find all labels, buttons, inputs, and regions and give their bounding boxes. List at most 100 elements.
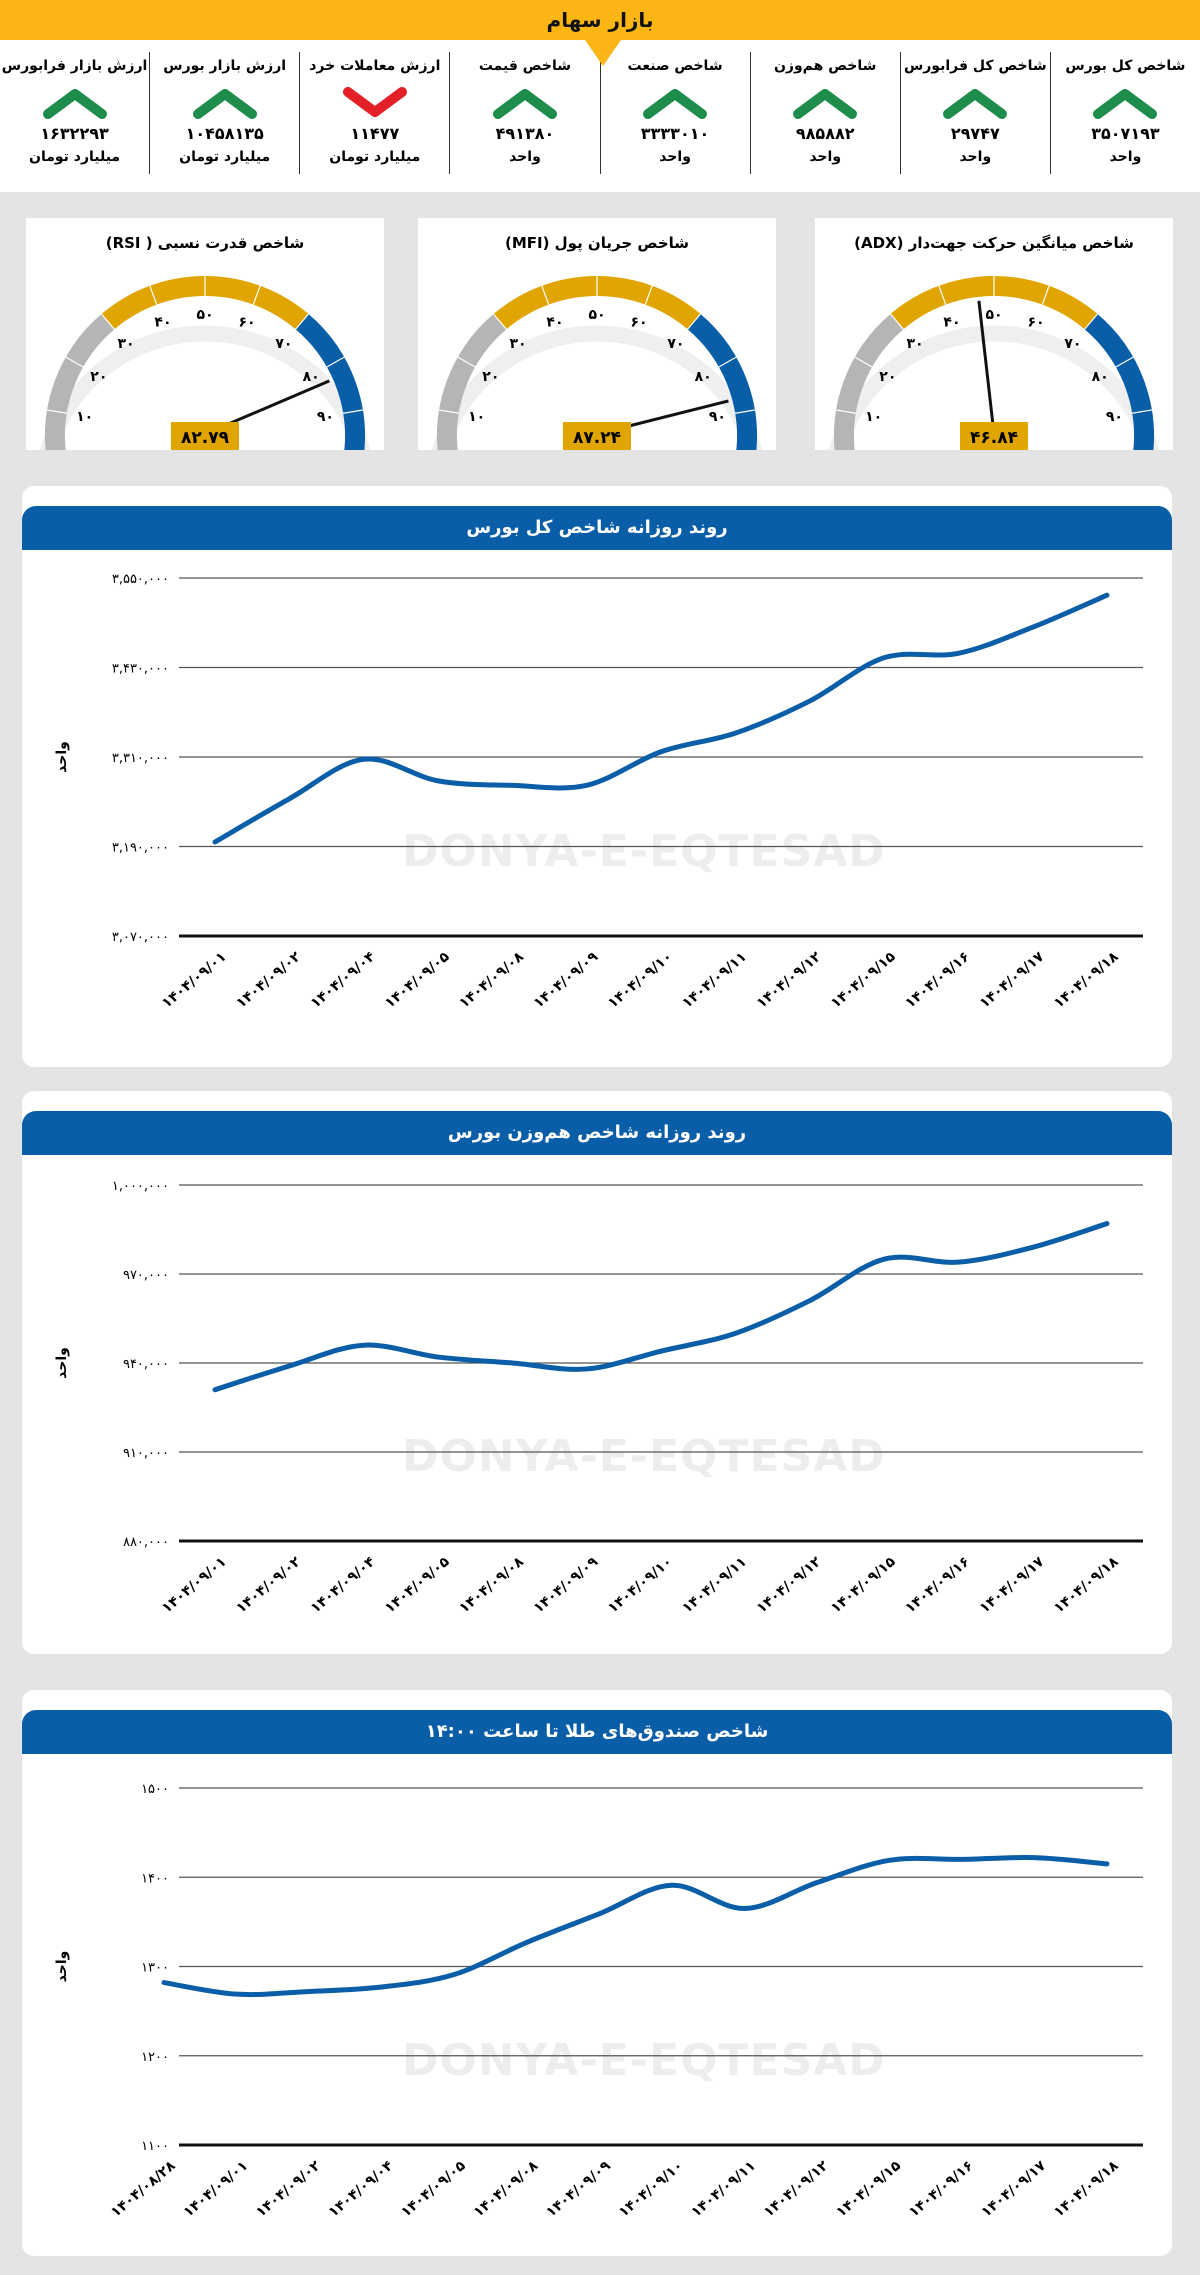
series-line <box>212 592 1110 845</box>
indicator-label: ارزش بازار فرابورس <box>1 58 148 74</box>
x-tick-label: ۱۴۰۴/۰۹/۰۱ <box>159 949 229 1012</box>
trend-up-icon <box>943 89 1008 119</box>
indicator-unit: میلیارد تومان <box>179 149 271 165</box>
gauge-panel: شاخص جریان پول (MFI)۰۱۰۲۰۳۰۴۰۵۰۶۰۷۰۸۰۹۰۱… <box>418 218 776 450</box>
indicator-unit: واحد <box>659 149 691 165</box>
x-tick-label: ۱۴۰۴/۰۹/۱۰ <box>616 2158 686 2221</box>
gauge-tick-label: ۲۰ <box>482 369 499 385</box>
gauge-outer-ring <box>431 325 763 450</box>
gauge-tick-label: ۶۰ <box>238 314 255 330</box>
x-tick-label: ۱۴۰۴/۰۹/۱۶ <box>906 2158 976 2221</box>
x-tick-label: ۱۴۰۴/۰۹/۱۸ <box>1051 1554 1122 1617</box>
line-chart: ۸۸۰,۰۰۰ ۹۱۰,۰۰۰ ۹۴۰,۰۰۰ ۹۷۰,۰۰۰ ۱,۰۰۰,۰۰۰ واح… <box>54 1179 1143 1617</box>
x-tick-label: ۱۴۰۴/۰۹/۱۵ <box>828 949 899 1012</box>
x-tick-label: ۱۴۰۴/۰۹/۱۸ <box>1051 949 1122 1012</box>
gauge-tick-label: ۸۰ <box>1092 369 1109 385</box>
x-tick-label: ۱۴۰۴/۰۹/۱۵ <box>833 2158 904 2221</box>
y-tick-label: ۸۸۰,۰۰۰ <box>123 1535 169 1550</box>
gauge-tick-label: ۳۰ <box>118 336 135 352</box>
gauge-tick-label: ۹۰ <box>317 409 334 425</box>
x-tick-label: ۱۴۰۴/۰۹/۱۰ <box>605 1554 675 1617</box>
gauge-tick-label: ۹۰ <box>709 409 726 425</box>
indicator-value: ۱۰۴۵۸۱۳۵ <box>185 124 264 143</box>
indicator-unit: واحد <box>509 149 541 165</box>
y-tick-label: ۳,۱۹۰,۰۰۰ <box>112 841 169 856</box>
indicator-label: شاخص کل فرابورس <box>903 58 1047 74</box>
gauge-tick-label: ۷۰ <box>1064 336 1081 352</box>
y-tick-label: ۱۳۰۰ <box>141 1961 169 1976</box>
gauge-title: شاخص میانگین حرکت جهت‌دار (ADX) <box>854 234 1134 252</box>
x-tick-label: ۱۴۰۴/۰۹/۱۷ <box>977 1554 1048 1617</box>
trend-up-icon <box>643 89 708 119</box>
gauge: ۰۱۰۲۰۳۰۴۰۵۰۶۰۷۰۸۰۹۰۱۰۰۸۷.۲۴ <box>431 276 763 450</box>
y-tick-label: ۳,۳۱۰,۰۰۰ <box>112 751 169 766</box>
gauge-tick-label: ۶۰ <box>1027 314 1044 330</box>
indicator-value: ۳۳۳۳۰۱۰ <box>640 124 710 143</box>
gauge-value: ۸۲.۷۹ <box>181 428 230 448</box>
trend-up-icon <box>793 89 858 119</box>
gauge-tick-label: ۸۰ <box>695 369 712 385</box>
x-tick-label: ۱۴۰۴/۰۹/۰۸ <box>471 2158 542 2221</box>
gauge-panel: شاخص قدرت نسبی ( RSI)۰۱۰۲۰۳۰۴۰۵۰۶۰۷۰۸۰۹۰… <box>26 218 384 450</box>
trend-up-icon <box>492 89 557 119</box>
chart-panel-total-index: روند روزانه شاخص کل بورس DONYA-E-EQTESAD ۳… <box>22 486 1172 1067</box>
indicator-card: شاخص کل بورس ۳۵۰۷۱۹۳ واحد <box>1049 52 1200 174</box>
series-line <box>161 1854 1110 1998</box>
x-tick-label: ۱۴۰۴/۰۹/۱۲ <box>754 1554 825 1617</box>
section-header: بازار سهام <box>0 0 1200 40</box>
x-tick-label: ۱۴۰۴/۰۹/۱۸ <box>1051 2158 1122 2221</box>
trend-up-icon <box>1093 89 1158 119</box>
y-tick-label: ۹۷۰,۰۰۰ <box>123 1268 169 1283</box>
x-tick-label: ۱۴۰۴/۰۹/۱۶ <box>902 949 972 1012</box>
trend-up-icon <box>42 89 107 119</box>
indicator-unit: میلیارد تومان <box>29 149 121 165</box>
x-tick-label: ۱۴۰۴/۰۹/۰۴ <box>308 949 379 1012</box>
x-tick-label: ۱۴۰۴/۰۹/۰۱ <box>181 2158 251 2221</box>
gauge-tick-label: ۵۰ <box>985 307 1002 323</box>
indicator-label: شاخص هم‌وزن <box>773 58 877 74</box>
gauge-tick-label: ۲۰ <box>90 369 107 385</box>
y-tick-label: ۱,۰۰۰,۰۰۰ <box>112 1179 169 1194</box>
indicator-value: ۱۶۳۲۲۹۳ <box>40 124 109 143</box>
indicator-label: شاخص کل بورس <box>1065 58 1186 74</box>
indicator-card: شاخص صنعت ۳۳۳۳۰۱۰ واحد <box>599 52 750 174</box>
x-tick-label: ۱۴۰۴/۰۹/۰۲ <box>233 949 304 1012</box>
y-tick-label: ۳,۵۵۰,۰۰۰ <box>112 572 169 587</box>
y-tick-label: ۹۴۰,۰۰۰ <box>123 1357 169 1372</box>
y-axis-label: واحد <box>54 741 70 773</box>
indicator-card: شاخص قیمت ۴۹۱۳۸۰ واحد <box>449 52 599 174</box>
indicator-card: شاخص کل فرابورس ۲۹۷۴۷ واحد <box>899 52 1050 174</box>
gauge-tick-label: ۴۰ <box>546 314 563 330</box>
gauge-needle <box>977 300 996 435</box>
trend-up-icon <box>192 89 257 119</box>
trend-down-icon <box>342 87 407 117</box>
indicator-unit: میلیارد تومان <box>329 149 421 165</box>
gauge-tick-label: ۳۰ <box>907 336 924 352</box>
section-title: بازار سهام <box>546 8 654 32</box>
y-tick-label: ۳,۴۳۰,۰۰۰ <box>112 662 169 677</box>
gauge-tick-label: ۲۰ <box>879 369 896 385</box>
gauge-value-box <box>960 422 1028 450</box>
series-line <box>212 1221 1110 1393</box>
x-tick-label: ۱۴۰۴/۰۹/۱۵ <box>828 1554 899 1617</box>
gauge-tick-label: ۷۰ <box>667 336 684 352</box>
gauge-title: شاخص قدرت نسبی ( RSI) <box>105 234 305 252</box>
gauge-band-low <box>834 314 904 450</box>
indicator-label: ارزش معاملات خرد <box>309 58 441 74</box>
indicator-value: ۲۹۷۴۷ <box>950 124 1000 143</box>
indicator-value: ۹۸۵۸۸۲ <box>795 124 855 143</box>
gauge-value-box <box>563 422 631 450</box>
indicator-card: ارزش بازار بورس ۱۰۴۵۸۱۳۵ میلیارد تومان <box>149 52 299 174</box>
chart-title: شاخص صندوق‌های طلا تا ساعت ۱۴:۰۰ <box>22 1710 1172 1754</box>
x-tick-label: ۱۴۰۴/۰۹/۱۲ <box>754 949 825 1012</box>
y-tick-label: ۳,۰۷۰,۰۰۰ <box>112 930 169 945</box>
x-tick-label: ۱۴۰۴/۰۹/۱۲ <box>761 2158 832 2221</box>
x-tick-label: ۱۴۰۴/۰۹/۰۱ <box>159 1554 229 1617</box>
gauge-tick-label: ۴۰ <box>943 314 960 330</box>
gauge: ۰۱۰۲۰۳۰۴۰۵۰۶۰۷۰۸۰۹۰۱۰۰۴۶.۸۴ <box>828 276 1160 450</box>
gauge-row: شاخص میانگین حرکت جهت‌دار (ADX)۰۱۰۲۰۳۰۴۰… <box>0 205 1200 465</box>
x-tick-label: ۱۴۰۴/۰۹/۱۱ <box>679 949 749 1012</box>
indicator-value: ۴۹۱۳۸۰ <box>495 124 555 143</box>
chart-panel-equal-weight-index: روند روزانه شاخص هم‌وزن بورس DONYA-E-EQTE… <box>22 1091 1172 1654</box>
